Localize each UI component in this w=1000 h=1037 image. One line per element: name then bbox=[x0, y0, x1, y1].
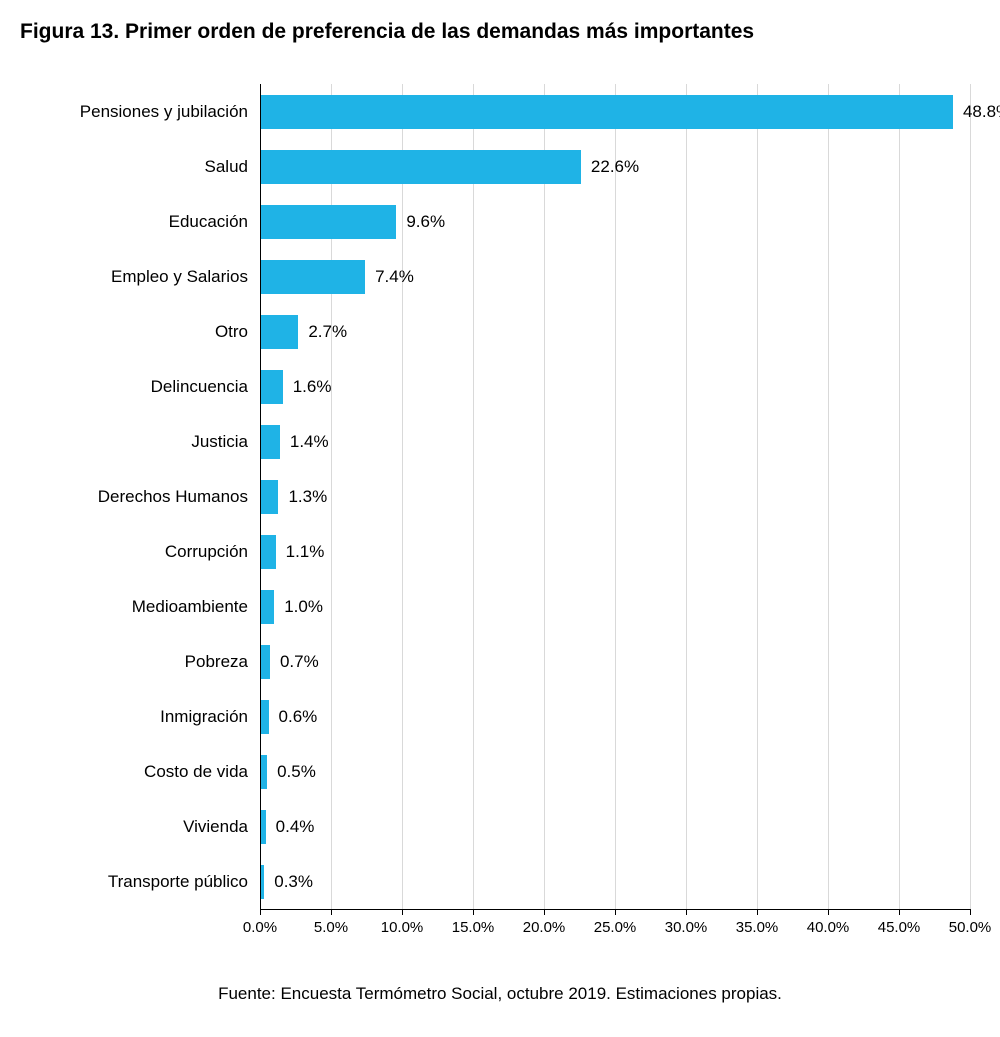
bar-row: Otro 2.7% bbox=[20, 304, 980, 359]
value-label: 1.1% bbox=[286, 542, 325, 562]
category-label: Medioambiente bbox=[20, 597, 248, 617]
category-label: Derechos Humanos bbox=[20, 487, 248, 507]
value-label: 0.7% bbox=[280, 652, 319, 672]
bar bbox=[260, 260, 365, 294]
bar bbox=[260, 755, 267, 789]
x-tick bbox=[473, 909, 474, 915]
value-label: 9.6% bbox=[406, 212, 445, 232]
bar-row: Empleo y Salarios 7.4% bbox=[20, 249, 980, 304]
value-label: 2.7% bbox=[308, 322, 347, 342]
x-tick-label: 40.0% bbox=[807, 919, 850, 936]
bar bbox=[260, 480, 278, 514]
bar-row: Transporte público 0.3% bbox=[20, 854, 980, 909]
x-tick bbox=[899, 909, 900, 915]
category-label: Educación bbox=[20, 212, 248, 232]
category-label: Transporte público bbox=[20, 872, 248, 892]
bar-row: Costo de vida 0.5% bbox=[20, 744, 980, 799]
category-label: Salud bbox=[20, 157, 248, 177]
bar bbox=[260, 205, 396, 239]
figure: Figura 13. Primer orden de preferencia d… bbox=[0, 0, 1000, 1037]
x-tick-label: 25.0% bbox=[594, 919, 637, 936]
bar-row: Derechos Humanos 1.3% bbox=[20, 469, 980, 524]
value-label: 0.5% bbox=[277, 762, 316, 782]
value-label: 22.6% bbox=[591, 157, 639, 177]
bar bbox=[260, 645, 270, 679]
bar bbox=[260, 425, 280, 459]
value-label: 1.0% bbox=[284, 597, 323, 617]
x-tick bbox=[615, 909, 616, 915]
x-tick bbox=[402, 909, 403, 915]
x-tick bbox=[828, 909, 829, 915]
value-label: 0.3% bbox=[274, 872, 313, 892]
value-label: 0.6% bbox=[279, 707, 318, 727]
x-tick bbox=[686, 909, 687, 915]
bar bbox=[260, 700, 269, 734]
x-tick-label: 5.0% bbox=[314, 919, 348, 936]
bar bbox=[260, 370, 283, 404]
x-tick-label: 10.0% bbox=[381, 919, 424, 936]
x-tick bbox=[544, 909, 545, 915]
x-tick-label: 35.0% bbox=[736, 919, 779, 936]
bar-row: Pensiones y jubilación48.8% bbox=[20, 84, 980, 139]
category-label: Otro bbox=[20, 322, 248, 342]
value-label: 1.4% bbox=[290, 432, 329, 452]
bar-row: Justicia 1.4% bbox=[20, 414, 980, 469]
bar bbox=[260, 150, 581, 184]
bar bbox=[260, 315, 298, 349]
bar-row: Educación 9.6% bbox=[20, 194, 980, 249]
bar-row: Corrupción 1.1% bbox=[20, 524, 980, 579]
category-label: Vivienda bbox=[20, 817, 248, 837]
chart-source: Fuente: Encuesta Termómetro Social, octu… bbox=[20, 984, 980, 1004]
value-label: 7.4% bbox=[375, 267, 414, 287]
value-label: 1.3% bbox=[288, 487, 327, 507]
bar-row: Salud 22.6% bbox=[20, 139, 980, 194]
bar-row: Pobreza 0.7% bbox=[20, 634, 980, 689]
category-label: Corrupción bbox=[20, 542, 248, 562]
x-tick-label: 30.0% bbox=[665, 919, 708, 936]
bar-row: Delincuencia 1.6% bbox=[20, 359, 980, 414]
x-tick-label: 50.0% bbox=[949, 919, 992, 936]
value-label: 1.6% bbox=[293, 377, 332, 397]
category-label: Pobreza bbox=[20, 652, 248, 672]
value-label: 48.8% bbox=[963, 102, 1000, 122]
y-axis bbox=[260, 84, 261, 909]
category-label: Delincuencia bbox=[20, 377, 248, 397]
bar-row: Inmigración 0.6% bbox=[20, 689, 980, 744]
bar-chart: Pensiones y jubilación48.8% Salud 22.6% Edu… bbox=[20, 84, 980, 944]
category-label: Inmigración bbox=[20, 707, 248, 727]
category-label: Justicia bbox=[20, 432, 248, 452]
category-label: Empleo y Salarios bbox=[20, 267, 248, 287]
x-tick-label: 45.0% bbox=[878, 919, 921, 936]
category-label: Pensiones y jubilación bbox=[20, 102, 248, 122]
bar-row: Medioambiente 1.0% bbox=[20, 579, 980, 634]
bar bbox=[260, 535, 276, 569]
x-tick-label: 15.0% bbox=[452, 919, 495, 936]
x-tick bbox=[970, 909, 971, 915]
chart-title: Figura 13. Primer orden de preferencia d… bbox=[20, 20, 980, 44]
category-label: Costo de vida bbox=[20, 762, 248, 782]
x-tick bbox=[331, 909, 332, 915]
bar bbox=[260, 590, 274, 624]
x-tick bbox=[757, 909, 758, 915]
x-tick-label: 20.0% bbox=[523, 919, 566, 936]
bar-row: Vivienda 0.4% bbox=[20, 799, 980, 854]
bar bbox=[260, 95, 953, 129]
x-tick bbox=[260, 909, 261, 915]
value-label: 0.4% bbox=[276, 817, 315, 837]
x-tick-label: 0.0% bbox=[243, 919, 277, 936]
